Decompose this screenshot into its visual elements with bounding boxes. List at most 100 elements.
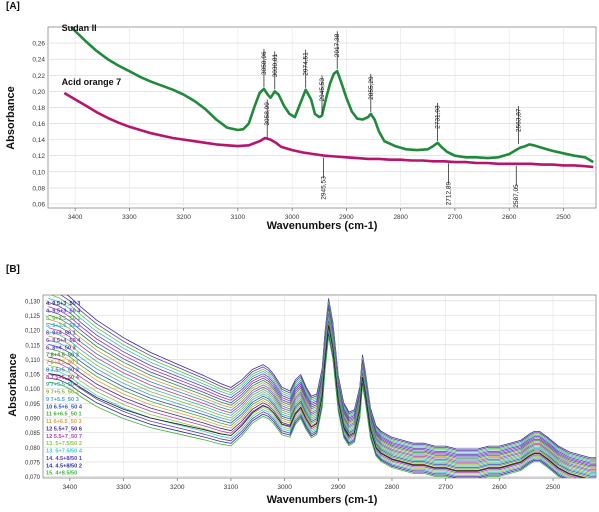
- peak-label: 3030,81: [272, 53, 279, 77]
- y-tick-label: 0,090: [25, 416, 41, 422]
- legend-entry: 5. 9+3.5_50 2: [46, 323, 80, 329]
- legend-entry: 9 7+5.5_50 2: [46, 390, 79, 396]
- spectrum-line: [48, 334, 565, 478]
- spectrum-line: [48, 326, 585, 478]
- legend-entry: 4. 9.5+3_50 3: [46, 301, 80, 307]
- peak-label: 2855,29: [368, 76, 375, 100]
- legend-entry: 12 5.5+7_50 7: [46, 434, 82, 440]
- legend-entry: 6. 9+4_50 1: [46, 331, 76, 337]
- spectrum-line: [48, 323, 596, 478]
- x-tick-label: 2800: [393, 214, 408, 221]
- legend-entry: 11 6+6.5_50 3: [46, 419, 82, 425]
- x-tick-label: 3000: [285, 214, 300, 221]
- y-tick-label: 0,22: [32, 73, 45, 80]
- y-tick-label: 0,14: [32, 137, 45, 144]
- x-tick-label: 3200: [176, 214, 191, 221]
- legend-entry: 14. 4.5+8/50 1: [46, 456, 82, 462]
- spectrum-line: [48, 306, 596, 465]
- spectrum-line: [48, 319, 596, 476]
- peak-label: 2945,53: [319, 78, 326, 102]
- x-axis-title: Wavenumbers (cm-1): [267, 220, 378, 232]
- x-tick-label: 3400: [63, 484, 78, 491]
- spectrum-line: [48, 314, 596, 472]
- y-tick-label: 0,075: [25, 460, 41, 466]
- y-tick-label: 0,080: [25, 446, 41, 452]
- x-tick-label: 2700: [438, 484, 453, 491]
- legend-entry: 13. 5+7.5/50 4: [46, 449, 83, 455]
- y-tick-label: 0,125: [25, 314, 41, 320]
- y-tick-label: 0,18: [32, 105, 45, 112]
- legend-entry: 6. 8+4_50 3: [46, 345, 76, 351]
- y-axis-title: Absorbance: [5, 86, 17, 150]
- spectrum-line: [48, 309, 596, 468]
- panel-label: [B]: [6, 264, 20, 275]
- y-tick-label: 0,16: [32, 121, 45, 128]
- spectrum-line: [48, 331, 570, 478]
- spectrum-line: [49, 295, 596, 461]
- x-tick-label: 3100: [231, 214, 246, 221]
- x-tick-label: 2600: [492, 484, 507, 491]
- x-tick-label: 3400: [68, 214, 83, 221]
- y-tick-label: 0,20: [32, 89, 45, 96]
- spectrum-line: [48, 327, 580, 478]
- panel-label: [A]: [6, 1, 20, 12]
- y-tick-label: 0,110: [25, 358, 40, 364]
- legend-entry: 8 7.5+5_50 4: [46, 375, 80, 381]
- legend-entry: 13. 5+7.5/50 2: [46, 441, 82, 447]
- series-line-sudan-ii: [69, 27, 594, 164]
- peak-label: 2731,93: [435, 105, 442, 129]
- y-tick-label: 0,105: [25, 373, 41, 379]
- y-tick-label: 0,24: [32, 57, 45, 64]
- x-tick-label: 3300: [116, 484, 131, 491]
- spectrum-line: [48, 325, 587, 478]
- y-tick-label: 0,095: [25, 402, 41, 408]
- spectrum-line: [48, 313, 596, 471]
- spectrum-line: [48, 311, 596, 469]
- spectrum-line: [48, 297, 596, 463]
- peak-label: 2945,53: [321, 176, 328, 200]
- legend-entry: 12 5.5+7_50 6: [46, 426, 82, 432]
- y-tick-label: 0,120: [25, 329, 41, 335]
- x-tick-label: 2700: [448, 214, 463, 221]
- spectrum-line: [48, 318, 596, 474]
- series-label: Acid orange 7: [62, 77, 122, 87]
- legend-entry: 5. 9+3.5_50 1: [46, 316, 80, 322]
- legend-entry: 10 6.5+6_50 4: [46, 404, 83, 410]
- legend-entry: 9 7+5.5_50 1: [46, 382, 79, 388]
- legend-entry: 11 6+6.5_50 1: [46, 412, 82, 418]
- y-tick-label: 0,070: [25, 475, 41, 481]
- y-tick-label: 0,12: [32, 153, 45, 160]
- x-tick-label: 2900: [339, 214, 354, 221]
- y-tick-label: 0,130: [25, 299, 41, 305]
- spectrum-line: [48, 308, 596, 467]
- legend-entry: 4. 9.5+3_50 4: [46, 308, 81, 314]
- legend-entry: 14. 4.5+8/50 2: [46, 463, 82, 469]
- spectrum-line: [48, 302, 596, 464]
- x-tick-label: 2600: [502, 214, 517, 221]
- x-tick-label: 3000: [277, 484, 292, 491]
- peak-label: 2974,51: [303, 52, 310, 76]
- legend-entry: 9 7+5.5_50 3: [46, 397, 79, 403]
- x-tick-label: 2900: [331, 484, 346, 491]
- x-tick-label: 2800: [385, 484, 400, 491]
- x-axis-title: Wavenumbers (cm-1): [267, 494, 378, 506]
- legend-entry: 15. 4+8.5/50: [46, 471, 77, 477]
- y-tick-label: 0,10: [32, 169, 45, 176]
- x-tick-label: 3100: [224, 484, 239, 491]
- peak-label: 3058,99: [264, 102, 271, 126]
- legend-entry: 7 8+4.5_50 3: [46, 353, 79, 359]
- series-line-acid-orange-7: [63, 91, 594, 169]
- spectrum-line: [48, 321, 596, 477]
- y-tick-label: 0,085: [25, 431, 41, 437]
- legend-entry: 8 7.5+5_50 3: [46, 367, 79, 373]
- spectrum-line: [48, 316, 596, 473]
- peak-label: 2587,05: [513, 184, 520, 208]
- spectrum-line: [48, 336, 563, 478]
- spectrum-line: [66, 295, 596, 459]
- peak-label: 3058,96: [261, 51, 268, 75]
- x-tick-label: 2500: [546, 484, 561, 491]
- x-tick-label: 2500: [556, 214, 571, 221]
- x-tick-label: 3200: [170, 484, 185, 491]
- y-tick-label: 0,100: [25, 387, 41, 393]
